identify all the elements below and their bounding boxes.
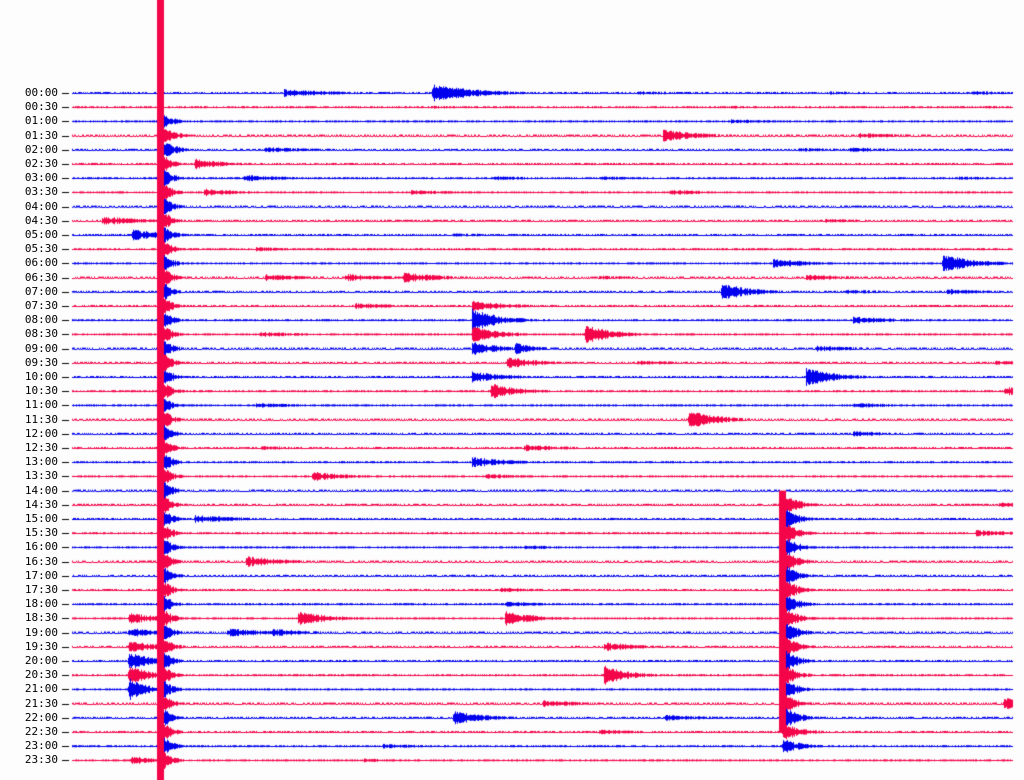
seismic-traces-canvas <box>0 0 1024 780</box>
seismogram-page: HT Nydri, Lefkada Applied filter: WWSSN-… <box>0 0 1024 780</box>
helicorder-plot: 00:00 00:30 01:00 01:30 02:00 02:30 03:00 03:30… <box>0 0 1024 780</box>
